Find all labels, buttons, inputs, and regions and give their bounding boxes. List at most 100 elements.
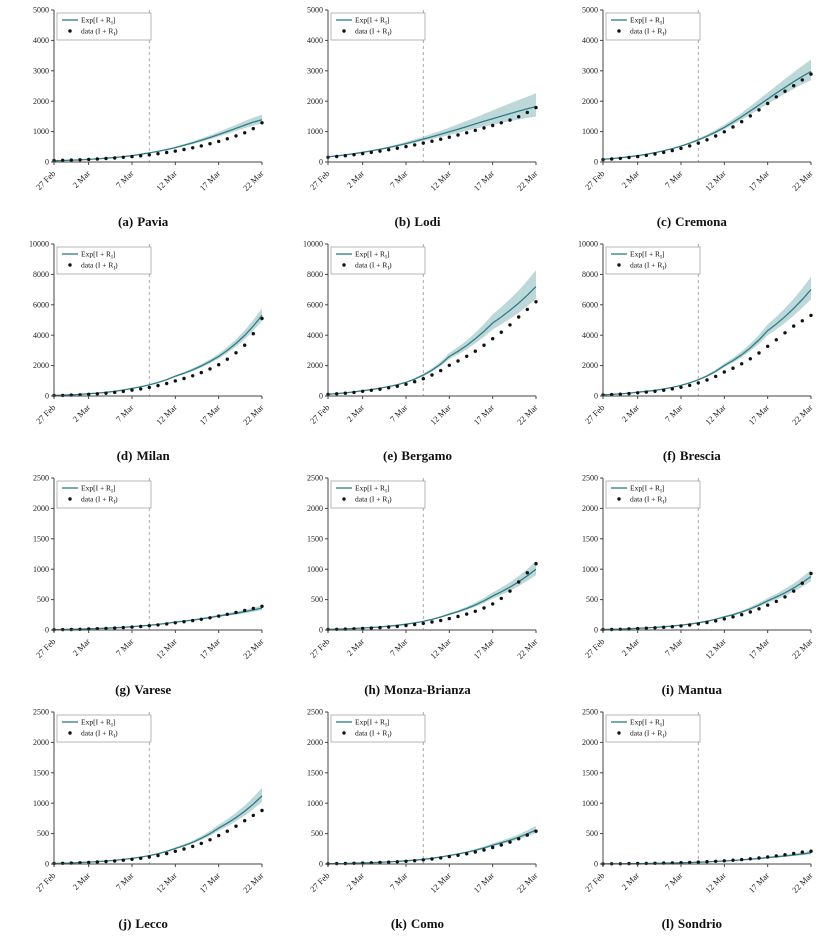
data-point bbox=[104, 156, 108, 161]
data-point bbox=[165, 150, 169, 155]
y-tick-label: 4000 bbox=[33, 36, 49, 45]
x-axis-ticks: 27 Feb 2 Mar 7 Mar 12 Mar 17 Mar 22 Mar bbox=[308, 864, 540, 895]
y-axis-ticks: 0 1000 2000 3000 4000 5000 bbox=[33, 6, 55, 167]
data-point bbox=[465, 612, 469, 616]
x-tick-label: 12 Mar bbox=[429, 870, 454, 895]
data-point bbox=[439, 618, 443, 623]
chart-panel: 0 500 1000 1500 2000 2500 27 Feb 2 Mar 7 Mar 12 M… bbox=[286, 704, 548, 932]
y-tick-label: 1000 bbox=[582, 799, 598, 808]
data-point bbox=[430, 857, 435, 861]
data-point bbox=[260, 316, 264, 321]
y-tick-label: 1000 bbox=[33, 799, 49, 808]
legend-dot-label: data (I + RI) bbox=[81, 729, 118, 740]
data-point bbox=[243, 608, 247, 613]
legend-line-label: Exp[I + RI] bbox=[355, 718, 389, 729]
data-point bbox=[713, 374, 718, 379]
data-point bbox=[130, 154, 134, 159]
legend: Exp[I + RI]data (I + RI) bbox=[605, 714, 701, 743]
y-tick-label: 8000 bbox=[33, 270, 49, 279]
data-point bbox=[687, 144, 692, 148]
data-point bbox=[774, 599, 778, 604]
data-point bbox=[679, 624, 683, 628]
x-axis-ticks: 27 Feb 2 Mar 7 Mar 12 Mar 17 Mar 22 Mar bbox=[308, 630, 540, 661]
y-tick-label: 0 bbox=[319, 392, 323, 401]
x-tick-label: 7 Mar bbox=[388, 402, 410, 424]
x-tick-label: 27 Feb bbox=[34, 870, 58, 894]
chart-panel: 0 500 1000 1500 2000 2500 27 Feb 2 Mar 7 Mar 12 M… bbox=[561, 470, 823, 698]
legend-dot-sample bbox=[68, 497, 72, 501]
data-point bbox=[243, 343, 247, 347]
panel-caption-letter: (i) bbox=[661, 682, 674, 697]
x-tick-label: 27 Feb bbox=[308, 168, 332, 192]
data-point bbox=[491, 123, 495, 128]
data-point bbox=[482, 606, 487, 610]
data-point bbox=[739, 857, 744, 862]
data-point bbox=[456, 133, 461, 137]
data-point bbox=[156, 152, 160, 156]
y-tick-label: 0 bbox=[594, 158, 598, 167]
y-tick-label: 2000 bbox=[33, 361, 49, 370]
legend: Exp[I + RI]data (I + RI) bbox=[56, 12, 152, 41]
data-point bbox=[147, 855, 152, 859]
chart-panel: 0 2000 4000 6000 8000 10000 27 Feb 2 Mar 7 Mar 12… bbox=[12, 236, 274, 464]
x-tick-label: 12 Mar bbox=[429, 168, 454, 193]
data-point bbox=[696, 622, 700, 626]
data-point bbox=[335, 392, 339, 396]
legend-box bbox=[331, 714, 426, 743]
data-point bbox=[774, 854, 778, 858]
confidence-band bbox=[54, 787, 263, 864]
data-point bbox=[534, 829, 539, 833]
data-point bbox=[439, 137, 443, 141]
legend-line-label: Exp[I + RI] bbox=[630, 16, 664, 27]
data-point bbox=[791, 851, 796, 856]
panel-caption: (c) Cremona bbox=[657, 214, 727, 230]
data-point bbox=[182, 847, 186, 851]
data-points bbox=[52, 316, 264, 398]
y-tick-label: 2000 bbox=[307, 504, 323, 513]
data-point bbox=[618, 156, 622, 161]
data-point bbox=[705, 378, 709, 382]
panel-caption-title: Mantua bbox=[677, 682, 722, 697]
data-point bbox=[722, 859, 726, 863]
data-point bbox=[361, 626, 365, 631]
data-point bbox=[791, 84, 796, 88]
data-point bbox=[474, 609, 478, 613]
y-tick-label: 0 bbox=[319, 626, 323, 635]
data-point bbox=[234, 134, 238, 138]
chart-svg: 0 2000 4000 6000 8000 10000 27 Feb 2 Mar 7 Mar 12… bbox=[578, 240, 815, 427]
y-tick-label: 500 bbox=[37, 829, 49, 838]
data-point bbox=[722, 370, 726, 374]
legend-line-label: Exp[I + RI] bbox=[630, 718, 664, 729]
x-tick-label: 17 Mar bbox=[746, 402, 771, 427]
data-point bbox=[482, 126, 487, 130]
y-tick-label: 1500 bbox=[33, 768, 49, 777]
x-tick-label: 17 Mar bbox=[472, 402, 497, 427]
data-points bbox=[601, 72, 813, 162]
data-point bbox=[378, 860, 383, 865]
data-point bbox=[430, 620, 435, 624]
panel-caption-letter: (a) bbox=[118, 214, 134, 229]
y-tick-label: 0 bbox=[319, 860, 323, 869]
data-point bbox=[661, 150, 666, 155]
x-tick-label: 2 Mar bbox=[619, 870, 641, 892]
legend-line-label: Exp[I + RI] bbox=[81, 484, 115, 495]
data-point bbox=[731, 125, 735, 129]
chart-svg: 0 500 1000 1500 2000 2500 27 Feb 2 Mar 7 Mar 12 M… bbox=[307, 474, 540, 661]
data-point bbox=[809, 313, 813, 318]
data-point bbox=[139, 154, 143, 158]
data-point bbox=[430, 139, 435, 143]
x-tick-label: 22 Mar bbox=[515, 168, 540, 193]
y-tick-label: 2000 bbox=[33, 738, 49, 747]
legend-box bbox=[56, 714, 152, 743]
legend-box bbox=[605, 246, 701, 275]
legend-dot-label: data (I + RI) bbox=[630, 729, 667, 740]
y-tick-label: 2500 bbox=[582, 708, 598, 717]
chart-svg: 0 500 1000 1500 2000 2500 27 Feb 2 Mar 7 Mar 12 M… bbox=[582, 474, 815, 661]
data-point bbox=[731, 615, 735, 619]
data-point bbox=[731, 366, 735, 370]
y-tick-label: 2500 bbox=[582, 474, 598, 483]
legend-dot-label: data (I + RI) bbox=[630, 27, 667, 38]
y-tick-label: 500 bbox=[37, 595, 49, 604]
data-point bbox=[260, 604, 264, 608]
x-axis-ticks: 27 Feb 2 Mar 7 Mar 12 Mar 17 Mar 22 Mar bbox=[308, 396, 540, 427]
